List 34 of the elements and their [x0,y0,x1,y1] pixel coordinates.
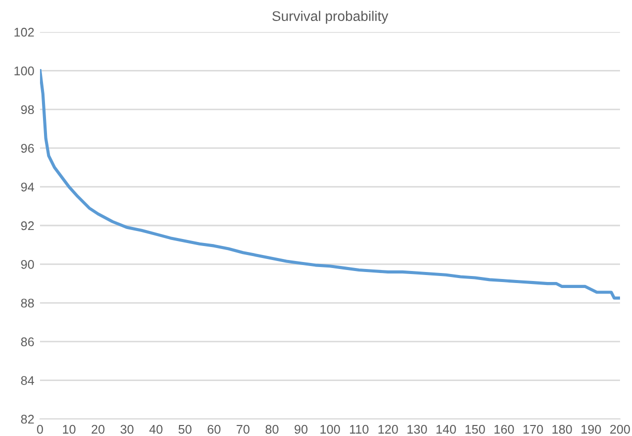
y-tick-label: 82 [21,414,34,424]
x-tick-label: 170 [524,424,543,434]
y-tick-label: 94 [21,182,34,192]
y-tick-label: 90 [21,260,34,269]
y-tick-label: 86 [21,337,34,346]
line-series [40,69,620,300]
x-tick-label: 130 [408,424,427,434]
x-tick-label: 40 [149,424,162,434]
x-tick-label: 200 [610,424,630,434]
y-tick-label: 98 [21,105,34,114]
x-tick-label: 20 [92,424,104,434]
x-tick-label: 60 [208,424,220,434]
x-tick-label: 150 [466,424,485,434]
y-tick-label: 88 [21,298,34,308]
x-tick-label: 160 [494,424,514,434]
x-tick-label: 140 [436,424,456,434]
chart-title: Survival probability [272,10,388,24]
y-tick-label: 84 [21,376,34,385]
x-tick-label: 180 [552,424,572,434]
x-tick-label: 90 [294,424,308,434]
x-tick-label: 110 [350,424,368,434]
x-tick-label: 120 [378,424,398,434]
x-tick-label: 100 [320,424,340,434]
y-tick-label: 92 [21,221,34,230]
y-tick-label: 100 [14,66,34,76]
x-tick-label: 10 [63,424,76,434]
x-tick-label: 190 [582,424,601,434]
y-tick-label: 96 [21,144,34,153]
x-tick-label: 50 [178,424,192,434]
x-tick-label: 70 [236,424,250,434]
x-tick-label: 0 [37,424,43,434]
x-tick-label: 30 [120,424,134,434]
x-tick-label: 80 [266,424,278,434]
y-tick-label: 102 [14,28,34,37]
